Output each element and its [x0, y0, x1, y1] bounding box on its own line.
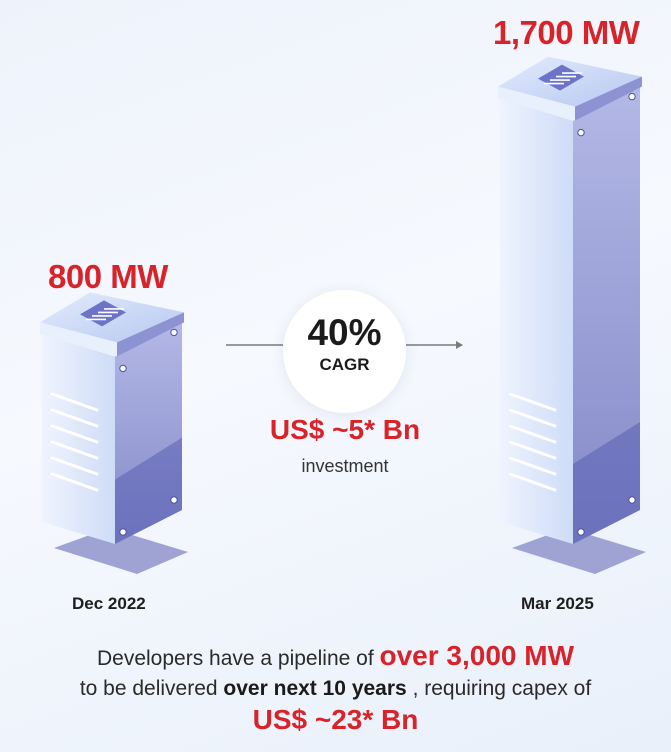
bar-grille-mar-2025-2 [508, 424, 557, 444]
bar-screw-dec-2022-1 [170, 328, 178, 337]
investment-value: US$ ~5* Bn [269, 414, 421, 445]
bar-screw-mar-2025-0 [577, 128, 585, 137]
cagr-value: 40% [307, 312, 382, 353]
arrow-head-icon [456, 341, 463, 349]
bar-cap-side-mar-2025 [575, 76, 642, 121]
bar-screw-dec-2022-3 [170, 496, 178, 504]
bar-value-label-mar-2025: 1,700 MW [493, 14, 640, 51]
bar-side-lower-mar-2025 [573, 422, 640, 544]
cagr-label: CAGR [319, 355, 370, 374]
bar-cap-front-mar-2025 [498, 86, 575, 121]
bar-grille-mar-2025-3 [508, 440, 557, 460]
footer-line2-text-a: to be delivered [79, 677, 218, 700]
bar-grille-dec-2022-4 [50, 456, 99, 476]
footer-line1-text: Developers have a pipeline of [96, 647, 374, 670]
footer-line2-text-b: , requiring capex of [412, 677, 592, 700]
bar-grille-dec-2022-0 [50, 392, 99, 412]
bar-screw-dec-2022-2 [119, 528, 127, 536]
bar-screw-mar-2025-2 [577, 528, 585, 536]
bar-screw-mar-2025-1 [628, 92, 636, 101]
bar-shadow-dec-2022 [54, 528, 188, 574]
bar-front-dec-2022 [42, 334, 115, 544]
bar-grille-dec-2022-1 [50, 408, 99, 428]
category-label-dec-2022: Dec 2022 [72, 594, 146, 613]
footer-period-bold: over next 10 years [223, 677, 407, 700]
investment-label: investment [301, 456, 389, 476]
footer-pipeline-highlight: over 3,000 MW [379, 640, 575, 671]
category-label-mar-2025: Mar 2025 [521, 594, 594, 613]
bar-side-lower-dec-2022 [115, 437, 182, 544]
bar-shadow-mar-2025 [512, 528, 646, 574]
bar-grille-mar-2025-0 [508, 392, 557, 412]
bar-side-mar-2025 [573, 86, 640, 544]
footer-line-3: US$ ~23* Bn [0, 704, 671, 736]
bar-grille-dec-2022-3 [50, 440, 99, 460]
bar-screw-dec-2022-0 [119, 364, 127, 373]
bar-cap-side-dec-2022 [117, 312, 184, 357]
bar-grille-dec-2022-5 [50, 472, 99, 492]
bar-grille-mar-2025-4 [508, 456, 557, 476]
footer-capex-highlight: US$ ~23* Bn [252, 704, 419, 735]
bar-grille-mar-2025-1 [508, 408, 557, 428]
bar-cap-front-dec-2022 [40, 322, 117, 357]
footer-line-1: Developers have a pipeline of over 3,000… [0, 640, 671, 672]
bar-grille-mar-2025-5 [508, 472, 557, 492]
cagr-circle: 40% CAGR [283, 290, 406, 413]
bar-front-mar-2025 [500, 98, 573, 544]
bar-grille-dec-2022-2 [50, 424, 99, 444]
bar-screw-mar-2025-3 [628, 496, 636, 504]
footer-line-2: to be delivered over next 10 years , req… [0, 677, 671, 701]
bar-value-label-dec-2022: 800 MW [48, 258, 168, 295]
